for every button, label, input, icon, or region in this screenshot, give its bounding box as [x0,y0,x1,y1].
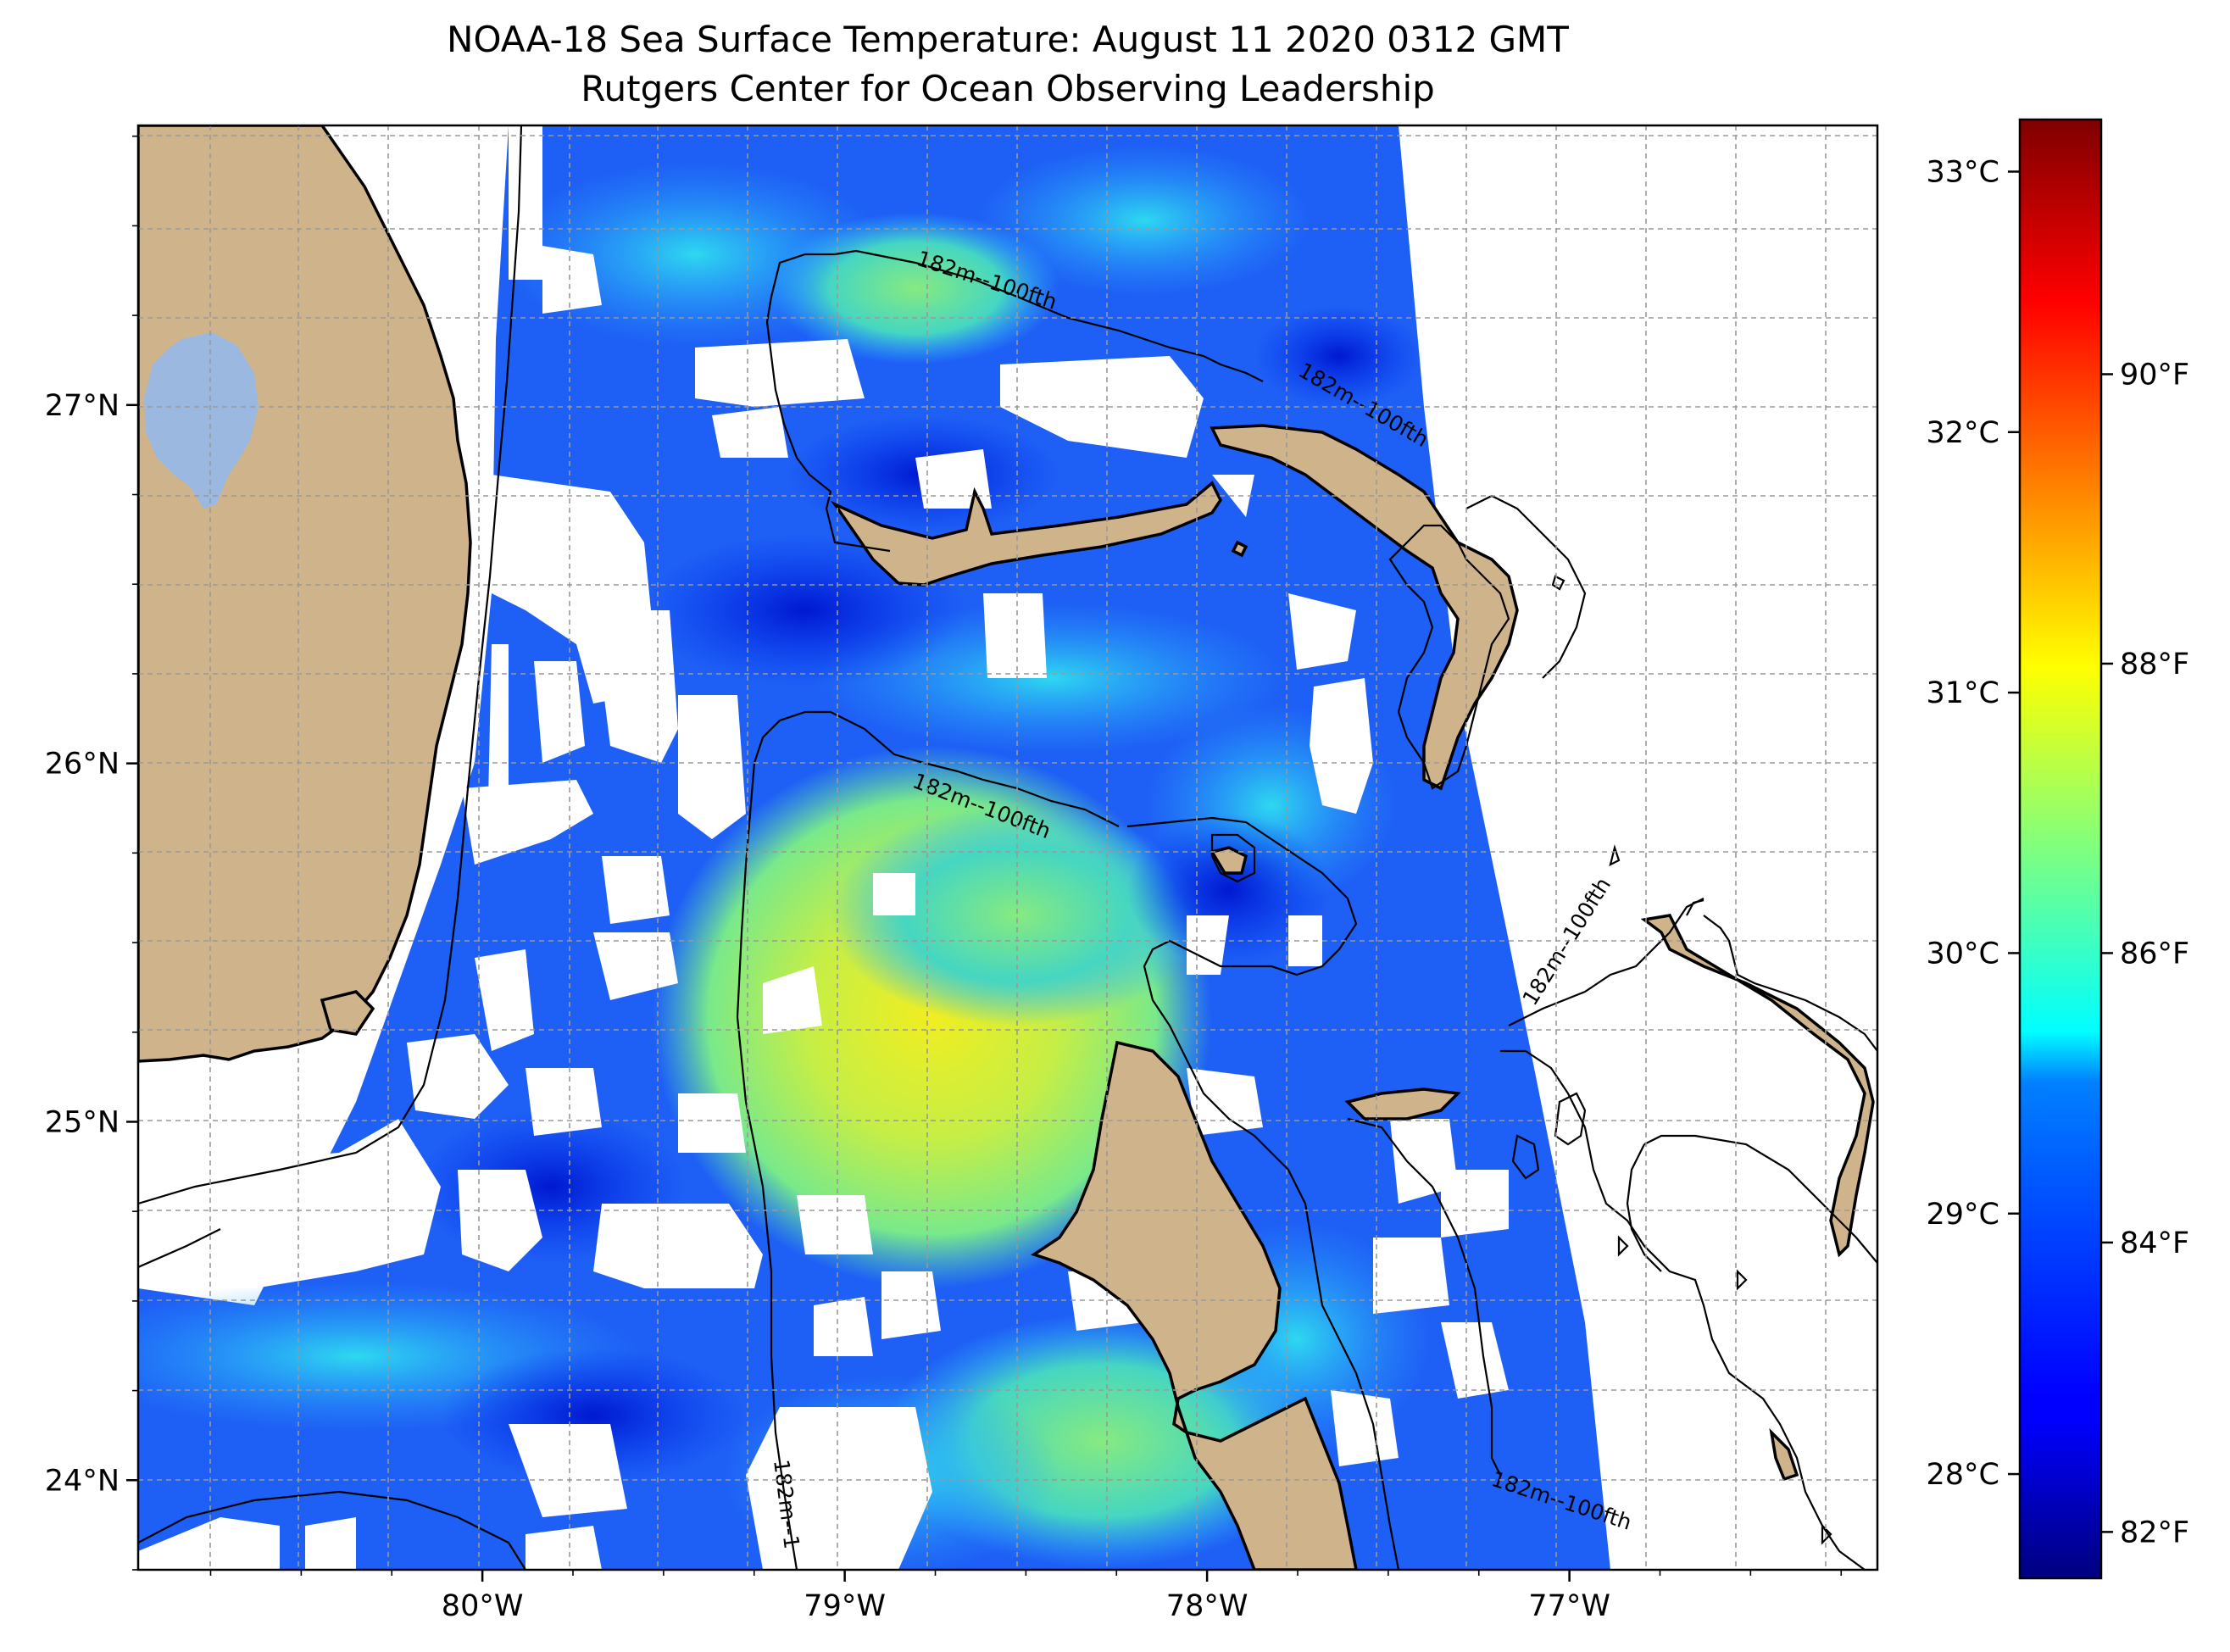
chart-subtitle: Rutgers Center for Ocean Observing Leade… [581,68,1435,109]
colorbar-celsius-axis: 28°C 29°C 30°C 31°C 32°C 33°C [1927,155,2020,1492]
lat-tick-label: 24°N [45,1464,120,1498]
cloud-mask [138,125,1509,1570]
fahrenheit-tick-label: 86°F [2120,937,2189,971]
fahrenheit-tick-label: 90°F [2120,358,2189,392]
celsius-tick-label: 31°C [1927,676,1999,710]
celsius-tick-label: 28°C [1927,1458,1999,1492]
cay-sal-bank [320,990,375,1036]
celsius-tick-label: 30°C [1927,937,1999,971]
andros [1031,1040,1358,1570]
exuma-cays [1769,1427,1799,1482]
fahrenheit-tick-label: 88°F [2120,648,2189,681]
lon-tick-label: 77°W [1528,1589,1610,1623]
grand-bahama [830,481,1223,587]
lon-tick-label: 78°W [1166,1589,1248,1623]
lon-tick-label: 80°W [442,1589,524,1623]
celsius-tick-label: 33°C [1927,155,1999,189]
fahrenheit-tick-label: 82°F [2120,1516,2189,1549]
eleuthera [1640,914,1875,1258]
celsius-tick-label: 32°C [1927,416,1999,450]
chart-title: NOAA-18 Sea Surface Temperature: August … [447,19,1569,60]
lat-tick-label: 25°N [45,1105,120,1139]
small-cay [1231,540,1248,558]
fahrenheit-tick-label: 84°F [2120,1226,2189,1260]
colorbar [2018,118,2103,1580]
lake-okeechobee [144,332,259,509]
lat-tick-label: 26°N [45,748,120,782]
longitude-axis: 80°W 79°W 78°W 77°W [209,1570,1843,1623]
florida-peninsula [138,125,472,1063]
lat-tick-label: 27°N [45,389,120,423]
celsius-tick-label: 29°C [1927,1198,1999,1232]
berry-islands [1210,846,1248,875]
lon-tick-label: 79°W [804,1589,886,1623]
colorbar-fahrenheit-axis: 82°F 84°F 86°F 88°F 90°F [2101,358,2189,1549]
new-providence [1344,1087,1461,1121]
gridlines [138,125,1877,1570]
map-panel: 182m--100fth 182m--100fth 182m--100fth 1… [138,125,1877,1570]
latitude-axis: 27°N 26°N 25°N 24°N [45,135,138,1571]
map-frame [136,124,1879,1571]
